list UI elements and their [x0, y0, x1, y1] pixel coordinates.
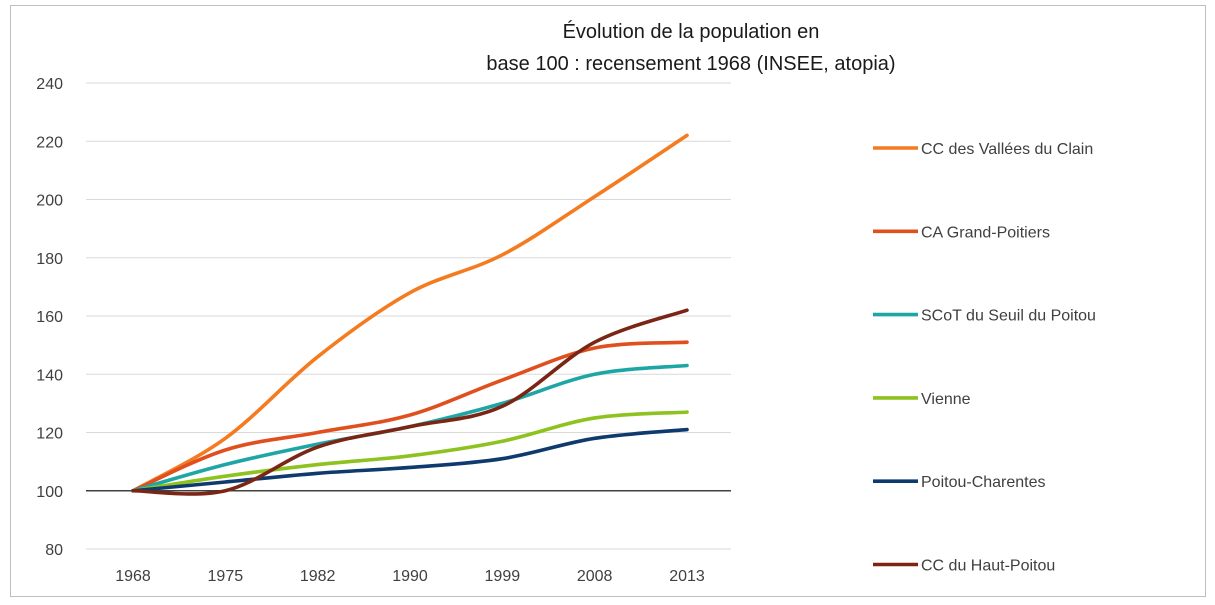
y-tick-label: 220	[36, 134, 63, 151]
legend-label: Poitou-Charentes	[921, 474, 1046, 491]
legend-label: SCoT du Seuil du Poitou	[921, 308, 1096, 325]
legend-item-vienne: Vienne	[873, 391, 971, 408]
x-axis-tick-labels: 1968 1975 1982 1990 1999 2008 2013	[115, 568, 705, 585]
legend-label: CC des Vallées du Clain	[921, 141, 1093, 158]
gridlines	[86, 82, 731, 550]
chart-frame: Évolution de la population en base 100 :…	[10, 5, 1206, 597]
chart-title-line-2: base 100 : recensement 1968 (INSEE, atop…	[486, 53, 895, 75]
legend-item-scot-du-seuil-du-poitou: SCoT du Seuil du Poitou	[873, 308, 1096, 325]
series-line-cc-du-haut-poitou	[131, 308, 689, 496]
series-line-ca-grand-poitiers	[131, 340, 689, 493]
x-tick-label: 1990	[392, 568, 428, 585]
y-tick-label: 140	[36, 367, 63, 384]
series-line-vienne	[131, 410, 689, 493]
y-tick-label: 200	[36, 193, 63, 210]
x-tick-label: 1999	[485, 568, 521, 585]
legend-item-poitou-charentes: Poitou-Charentes	[873, 474, 1046, 491]
series-line-cc-des-vallees-du-clain	[131, 133, 689, 493]
y-tick-label: 180	[36, 251, 63, 268]
x-tick-label: 1982	[300, 568, 336, 585]
legend-label: CC du Haut-Poitou	[921, 558, 1055, 575]
y-axis-tick-labels: 80 100 120 140 160 180 200 220 240	[36, 76, 63, 559]
legend-item-cc-des-vallees-du-clain: CC des Vallées du Clain	[873, 141, 1093, 158]
y-tick-label: 100	[36, 484, 63, 501]
series-line-poitou-charentes	[131, 427, 689, 493]
chart-title: Évolution de la population en base 100 :…	[486, 20, 895, 75]
x-tick-label: 2013	[669, 568, 705, 585]
legend-label: CA Grand-Poitiers	[921, 224, 1050, 241]
y-tick-label: 240	[36, 76, 63, 93]
y-tick-label: 80	[45, 542, 63, 559]
legend-item-ca-grand-poitiers: CA Grand-Poitiers	[873, 224, 1050, 241]
series-lines	[131, 133, 689, 496]
legend-label: Vienne	[921, 391, 971, 408]
y-tick-label: 120	[36, 426, 63, 443]
chart-title-line-1: Évolution de la population en	[563, 20, 820, 43]
y-tick-label: 160	[36, 309, 63, 326]
x-tick-label: 2008	[577, 568, 613, 585]
legend-item-cc-du-haut-poitou: CC du Haut-Poitou	[873, 558, 1055, 575]
legend: CC des Vallées du Clain CA Grand-Poitiers…	[873, 141, 1096, 575]
x-tick-label: 1968	[115, 568, 151, 585]
x-tick-label: 1975	[208, 568, 244, 585]
population-line-chart: Évolution de la population en base 100 :…	[36, 20, 1096, 585]
